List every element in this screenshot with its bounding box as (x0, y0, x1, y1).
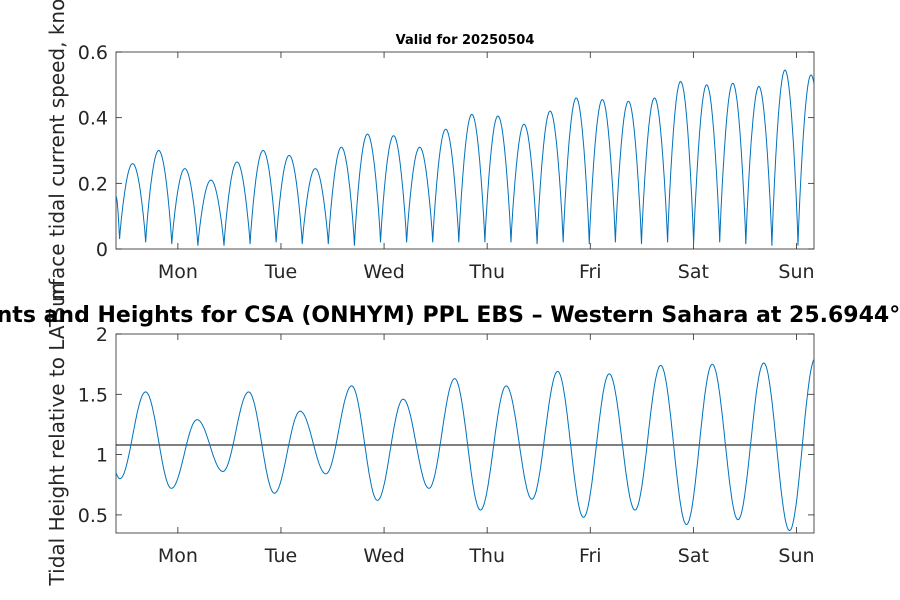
current-speed-ytick-label: 0.4 (78, 108, 108, 130)
location-title: Tidal Currents and Heights for CSA (ONHY… (0, 303, 900, 328)
current-speed-xtick-label: Thu (468, 261, 505, 283)
tidal-height-xtick-label: Mon (158, 545, 198, 567)
tidal-height-ylabel: Tidal Height relative to LAT, m (45, 283, 69, 587)
tidal-height-tick-labels: 0.5 1 1.5 2 Mon Tue Wed Thu Fri Sat Sun (78, 324, 815, 567)
current-speed-xtick-label: Tue (264, 261, 297, 283)
current-speed-ytick-label: 0.6 (78, 42, 108, 64)
current-speed-tick-labels: 0 0.2 0.4 0.6 Mon Tue Wed Thu Fri Sat Sun (78, 42, 815, 283)
tidal-height-series-line (115, 358, 815, 532)
valid-date-title: Valid for 20250504 (396, 33, 535, 48)
current-speed-ticks (116, 51, 814, 250)
current-speed-xtick-label: Sat (678, 261, 709, 283)
tidal-height-xtick-label: Thu (468, 545, 505, 567)
current-speed-ytick-label: 0.2 (78, 173, 108, 195)
tidal-height-xtick-label: Fri (579, 545, 602, 567)
tidal-height-ticks (116, 333, 814, 533)
tidal-height-ytick-label: 2 (96, 324, 108, 346)
current-speed-xtick-label: Fri (579, 261, 602, 283)
tidal-height-xtick-label: Tue (264, 545, 297, 567)
current-speed-xtick-label: Sun (778, 261, 814, 283)
tidal-height-ytick-label: 1.5 (78, 384, 108, 406)
tidal-height-xtick-label: Sat (678, 545, 709, 567)
current-speed-xtick-label: Wed (363, 261, 404, 283)
tidal-height-xtick-label: Wed (363, 545, 404, 567)
tidal-height-axes (115, 333, 815, 534)
current-speed-series-line (115, 69, 815, 246)
current-speed-ylabel: Surface tidal current speed, knots (45, 0, 69, 320)
tidal-height-ytick-label: 1 (96, 445, 108, 467)
current-speed-ytick-label: 0 (96, 239, 108, 261)
tidal-height-ytick-label: 0.5 (78, 505, 108, 527)
current-speed-xtick-label: Mon (158, 261, 198, 283)
tidal-height-xtick-label: Sun (778, 545, 814, 567)
